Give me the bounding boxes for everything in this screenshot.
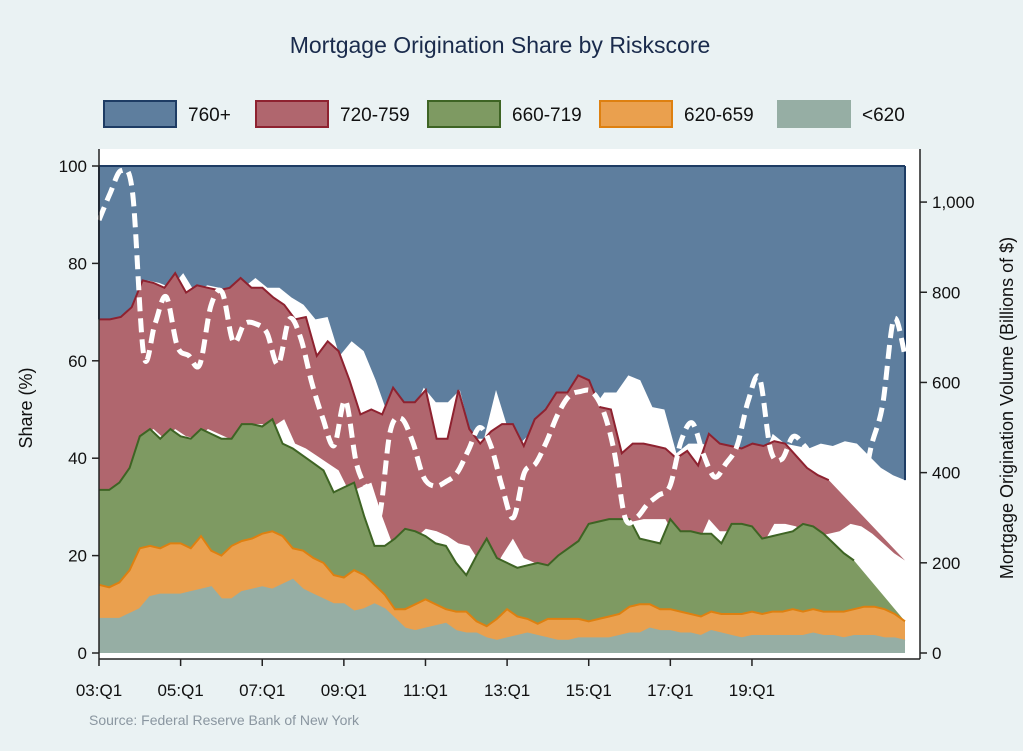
legend-label: 660-719 <box>512 105 582 126</box>
legend-label: 760+ <box>188 105 231 126</box>
y2-tick-label: 200 <box>932 554 960 573</box>
x-tick-label: 19:Q1 <box>729 681 775 700</box>
legend-swatch <box>777 100 851 128</box>
chart-title: Mortgage Origination Share by Riskscore <box>290 32 711 58</box>
y-tick-label: 40 <box>68 449 87 468</box>
x-tick-label: 15:Q1 <box>566 681 612 700</box>
area-620-659-edge <box>98 530 906 628</box>
x-tick-label: 07:Q1 <box>239 681 285 700</box>
area-620-659 <box>99 531 905 641</box>
legend-swatch <box>599 100 673 128</box>
area-760-plus <box>99 166 905 481</box>
y2-tick-label: 1,000 <box>932 193 975 212</box>
source-note: Source: Federal Reserve Bank of New York <box>89 712 360 728</box>
y-tick-label: 0 <box>78 644 87 663</box>
x-tick-label: 11:Q1 <box>403 681 448 700</box>
x-tick-label: 13:Q1 <box>484 681 530 700</box>
legend-swatch <box>255 100 329 128</box>
legend-item: 720-759 <box>255 100 410 128</box>
x-tick-label: 05:Q1 <box>157 681 203 700</box>
legend-label: <620 <box>862 105 905 126</box>
legend: 760+ 720-759 660-719 620-659 <620 <box>103 100 905 128</box>
legend-item: 620-659 <box>599 100 754 128</box>
legend-swatch <box>103 100 177 128</box>
area-660-719-edge <box>99 417 855 577</box>
y2-axis-label: Mortgage Origination Volume (Billions of… <box>997 237 1017 579</box>
y2-tick-label: 600 <box>932 373 960 392</box>
area-660-719 <box>99 419 905 627</box>
axes: 0 20 40 60 80 100 0 200 400 600 800 1,000 03:Q1 05:Q1… <box>59 149 975 700</box>
area-lt620-edge <box>99 578 906 642</box>
y2-tick-label: 0 <box>932 644 941 663</box>
legend-item: 760+ <box>103 100 231 128</box>
area-lt620 <box>99 580 905 653</box>
volume-line <box>96 167 908 526</box>
x-tick-label: 17:Q1 <box>647 681 693 700</box>
x-tick-label: 09:Q1 <box>321 681 367 700</box>
legend-label: 720-759 <box>340 105 410 126</box>
legend-label: 620-659 <box>684 105 754 126</box>
y-axis-label: Share (%) <box>16 367 36 448</box>
y-tick-label: 100 <box>59 157 87 176</box>
area-layers <box>98 165 906 653</box>
y-tick-label: 80 <box>68 254 87 273</box>
y-tick-label: 60 <box>68 352 87 371</box>
legend-swatch <box>427 100 501 128</box>
y2-tick-label: 400 <box>932 464 960 483</box>
area-720-759 <box>99 273 905 576</box>
x-tick-label: 03:Q1 <box>76 681 122 700</box>
y-tick-label: 20 <box>68 547 87 566</box>
y2-tick-label: 800 <box>932 283 960 302</box>
legend-item: <620 <box>777 100 905 128</box>
legend-item: 660-719 <box>427 100 582 128</box>
